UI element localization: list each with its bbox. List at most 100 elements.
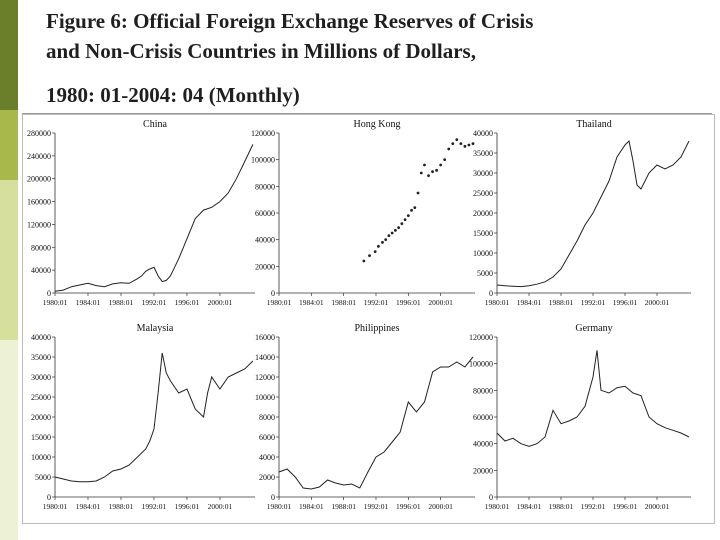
thailand-y-tick-label: 5000 — [477, 269, 493, 278]
germany-y-tick-label: 0 — [489, 493, 493, 502]
hong-kong-point — [400, 222, 404, 226]
hong-kong-point — [406, 214, 410, 218]
thailand-x-tick-label: 2000:01 — [645, 298, 670, 307]
hong-kong-x-tick-label: 2000:01 — [428, 298, 453, 307]
hong-kong-point — [413, 206, 417, 210]
hong-kong-y-tick-label: 100000 — [251, 156, 275, 165]
hong-kong-point — [381, 240, 384, 244]
thailand-title: Thailand — [576, 119, 612, 130]
thailand-x-tick-label: 1996:01 — [613, 298, 638, 307]
malaysia-y-tick-label: 5000 — [35, 473, 51, 482]
hong-kong-point — [443, 158, 447, 162]
malaysia-x-tick-label: 2000:01 — [208, 502, 233, 511]
germany-y-tick-label: 80000 — [473, 386, 493, 395]
hong-kong-y-tick-label: 40000 — [255, 236, 275, 245]
hong-kong-point — [410, 208, 413, 212]
malaysia-y-tick-label: 20000 — [31, 413, 51, 422]
hong-kong-point — [419, 171, 423, 175]
china-y-tick-label: 280000 — [27, 129, 51, 138]
philippines-x-tick-label: 1996:01 — [396, 502, 421, 511]
thailand-y-tick-label: 30000 — [473, 169, 493, 178]
china-title: China — [143, 119, 167, 130]
hong-kong-x-tick-label: 1996:01 — [396, 298, 421, 307]
left-accent-bar — [0, 0, 18, 540]
thailand-y-tick-label: 0 — [489, 289, 493, 298]
malaysia-x-tick-label: 1980:01 — [43, 502, 68, 511]
china-y-tick-label: 120000 — [27, 220, 51, 229]
thailand-x-tick-label: 1992:01 — [581, 298, 606, 307]
hong-kong-point — [387, 234, 391, 238]
china-y-tick-label: 200000 — [27, 175, 51, 184]
malaysia-series-line — [54, 352, 254, 483]
china-x-tick-label: 1992:01 — [142, 298, 167, 307]
china-series-line — [54, 144, 254, 292]
hong-kong-y-tick-label: 20000 — [255, 262, 275, 271]
hong-kong-x-tick-label: 1984:01 — [299, 298, 324, 307]
germany-title: Germany — [575, 323, 612, 334]
china-y-tick-label: 0 — [47, 289, 51, 298]
philippines-y-tick-label: 0 — [271, 493, 275, 502]
germany-y-tick-label: 120000 — [469, 333, 493, 342]
philippines-y-tick-label: 16000 — [255, 333, 275, 342]
hong-kong-point — [439, 163, 443, 167]
hong-kong-title: Hong Kong — [354, 119, 401, 130]
thailand-y-tick-label: 25000 — [473, 189, 493, 198]
figure-title: Figure 6: Official Foreign Exchange Rese… — [46, 6, 711, 110]
hong-kong-x-tick-label: 1988:01 — [331, 298, 356, 307]
hong-kong-point — [423, 163, 426, 167]
malaysia-y-tick-label: 0 — [47, 493, 51, 502]
germany-x-tick-label: 1984:01 — [517, 502, 542, 511]
malaysia-y-tick-label: 25000 — [31, 393, 51, 402]
hong-kong-point — [459, 142, 463, 146]
chart-grid: China 0 40000 80000 120000 160000 200000 240000… — [22, 114, 715, 524]
charts-svg: China04000080000120000160000200000240000… — [27, 119, 691, 511]
malaysia-x-tick-label: 1984:01 — [76, 502, 101, 511]
philippines-y-tick-label: 10000 — [255, 393, 275, 402]
title-divider — [22, 113, 712, 114]
germany-x-tick-label: 1992:01 — [581, 502, 606, 511]
thailand-y-tick-label: 40000 — [473, 129, 493, 138]
hong-kong-point — [384, 238, 388, 242]
thailand-x-tick-label: 1980:01 — [485, 298, 510, 307]
hong-kong-point — [447, 147, 451, 151]
hong-kong-y-tick-label: 120000 — [251, 129, 275, 138]
hong-kong-point — [427, 174, 430, 178]
philippines-x-tick-label: 1980:01 — [267, 502, 292, 511]
accent-stripe-pale — [0, 340, 18, 540]
china-x-tick-label: 1996:01 — [175, 298, 200, 307]
malaysia-y-tick-label: 30000 — [31, 373, 51, 382]
china-y-tick-label: 80000 — [31, 243, 51, 252]
hong-kong-point — [368, 254, 371, 258]
hong-kong-x-tick-label: 1992:01 — [364, 298, 389, 307]
germany-y-tick-label: 100000 — [469, 360, 493, 369]
hong-kong-point — [416, 191, 420, 195]
thailand-y-tick-label: 20000 — [473, 209, 493, 218]
germany-x-tick-label: 2000:01 — [645, 502, 670, 511]
accent-stripe-dark — [0, 0, 18, 110]
title-line-3: 1980: 01-2004: 04 (Monthly) — [46, 83, 300, 107]
philippines-x-tick-label: 1992:01 — [364, 502, 389, 511]
malaysia-x-tick-label: 1996:01 — [175, 502, 200, 511]
hong-kong-point — [397, 226, 401, 230]
malaysia-y-tick-label: 15000 — [31, 433, 51, 442]
china-x-tick-label: 1984:01 — [76, 298, 101, 307]
thailand-x-tick-label: 1988:01 — [549, 298, 574, 307]
philippines-y-tick-label: 2000 — [259, 473, 275, 482]
malaysia-y-tick-label: 40000 — [31, 333, 51, 342]
philippines-y-tick-label: 14000 — [255, 353, 275, 362]
hong-kong-point — [431, 170, 434, 174]
thailand-series-line — [496, 139, 690, 288]
philippines-y-tick-label: 8000 — [259, 413, 275, 422]
hong-kong-y-tick-label: 0 — [271, 289, 275, 298]
china-y-tick-label: 40000 — [31, 266, 51, 275]
philippines-y-tick-label: 6000 — [259, 433, 275, 442]
germany-x-tick-label: 1996:01 — [613, 502, 638, 511]
philippines-x-tick-label: 1988:01 — [331, 502, 356, 511]
malaysia-x-tick-label: 1992:01 — [142, 502, 167, 511]
title-line-1: Figure 6: Official Foreign Exchange Rese… — [46, 9, 534, 33]
malaysia-x-tick-label: 1988:01 — [109, 502, 134, 511]
thailand-x-tick-label: 1984:01 — [517, 298, 542, 307]
china-x-tick-label: 2000:01 — [208, 298, 233, 307]
germany-series-line — [496, 350, 690, 447]
hong-kong-y-tick-label: 60000 — [255, 209, 275, 218]
